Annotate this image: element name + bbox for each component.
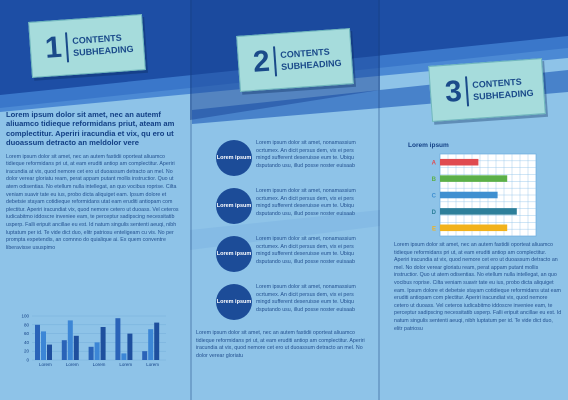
- tab-subheading: SUBHEADING: [72, 43, 134, 58]
- bar: [115, 318, 121, 360]
- category-label: C: [432, 193, 437, 199]
- y-tick-label: 100: [21, 314, 29, 319]
- tab-contents-2: 2 CONTENTS SUBHEADING: [236, 28, 354, 92]
- bar: [127, 333, 133, 360]
- x-tick-label: Lorem: [146, 362, 159, 367]
- body-paragraph: Lorem ipsum dolor sit amet, nec an autem…: [196, 330, 365, 359]
- bar: [440, 191, 498, 199]
- x-tick-label: Lorem: [66, 362, 79, 367]
- y-tick-label: 80: [24, 322, 30, 327]
- item-badge: Lorem ipsum: [216, 188, 252, 224]
- bar: [94, 342, 100, 360]
- tab-subheading: SUBHEADING: [472, 87, 534, 102]
- bar: [41, 331, 46, 360]
- bar: [440, 175, 508, 182]
- tab-contents-3: 3 CONTENTS SUBHEADING: [428, 58, 546, 122]
- divider: [64, 32, 69, 63]
- tab-subheading: SUBHEADING: [280, 57, 342, 72]
- category-label: B: [432, 177, 437, 183]
- horizontal-bar-chart: A B C D E: [432, 153, 537, 237]
- x-tick-label: Lorem: [93, 362, 106, 367]
- panel-1: Lorem ipsum dolor sit amet, nec an autem…: [6, 110, 182, 252]
- tab-title: CONTENTS: [471, 76, 523, 91]
- item-badge: Lorem ipsum: [216, 140, 252, 176]
- tab-contents-1: 1 CONTENTS SUBHEADING: [28, 14, 146, 78]
- lead-paragraph: Lorem ipsum dolor sit amet, nec an autem…: [6, 110, 175, 148]
- bar: [148, 329, 154, 360]
- list-item: Lorem ipsum Lorem ipsum dolor sit amet, …: [216, 284, 366, 328]
- y-tick-label: 40: [24, 340, 30, 345]
- bar: [142, 351, 148, 360]
- bar: [47, 344, 52, 360]
- item-text: Lorem ipsum dolor sit amet, nonamassium …: [256, 188, 356, 217]
- divider: [464, 76, 469, 107]
- list-item: Lorem ipsum Lorem ipsum dolor sit amet, …: [216, 236, 366, 280]
- bar: [61, 340, 67, 360]
- bar: [100, 327, 106, 360]
- tab-title: CONTENTS: [279, 46, 331, 61]
- bar: [35, 324, 40, 360]
- tab-heading: CONTENTS SUBHEADING: [72, 31, 134, 59]
- section-number: 3: [443, 74, 463, 109]
- x-tick-label: Lorem: [119, 362, 132, 367]
- category-label: E: [432, 226, 436, 232]
- x-tick-label: Lorem: [39, 362, 52, 367]
- section-number: 2: [251, 44, 271, 79]
- bar: [154, 322, 160, 360]
- list-item: Lorem ipsum Lorem ipsum dolor sit amet, …: [216, 188, 366, 232]
- y-tick-label: 0: [26, 358, 29, 363]
- tab-heading: CONTENTS SUBHEADING: [280, 45, 342, 73]
- vertical-bar-chart: 0 20 40 60 80 100 Lorem Lorem Lorem Lorem Lorem: [21, 314, 166, 367]
- body-paragraph: Lorem ipsum dolor sit amet, nec an autem…: [394, 242, 562, 332]
- item-badge: Lorem ipsum: [216, 284, 252, 320]
- chart-title: Lorem ipsum: [408, 142, 449, 149]
- tab-heading: CONTENTS SUBHEADING: [472, 75, 534, 103]
- body-paragraph: Lorem ipsum dolor sit amet, nec an autem…: [6, 153, 179, 251]
- category-label: D: [432, 210, 437, 216]
- section-number: 1: [43, 30, 63, 65]
- bar: [440, 224, 508, 232]
- item-text: Lorem ipsum dolor sit amet, nonamassium …: [256, 140, 356, 169]
- item-badge: Lorem ipsum: [216, 236, 252, 272]
- item-text: Lorem ipsum dolor sit amet, nonamassium …: [256, 236, 356, 265]
- bar: [440, 208, 517, 215]
- bar: [121, 353, 127, 360]
- y-tick-label: 20: [24, 349, 30, 354]
- bar: [67, 320, 73, 360]
- fold-line: [378, 0, 380, 400]
- tab-title: CONTENTS: [71, 32, 123, 47]
- list-item: Lorem ipsum Lorem ipsum dolor sit amet, …: [216, 140, 366, 184]
- category-label: A: [432, 161, 437, 167]
- bar: [73, 335, 79, 360]
- bar: [88, 346, 94, 360]
- bar: [440, 158, 479, 166]
- item-text: Lorem ipsum dolor sit amet, nonamassium …: [256, 284, 356, 313]
- fold-line: [190, 0, 192, 400]
- divider: [272, 46, 277, 77]
- y-tick-label: 60: [24, 331, 30, 336]
